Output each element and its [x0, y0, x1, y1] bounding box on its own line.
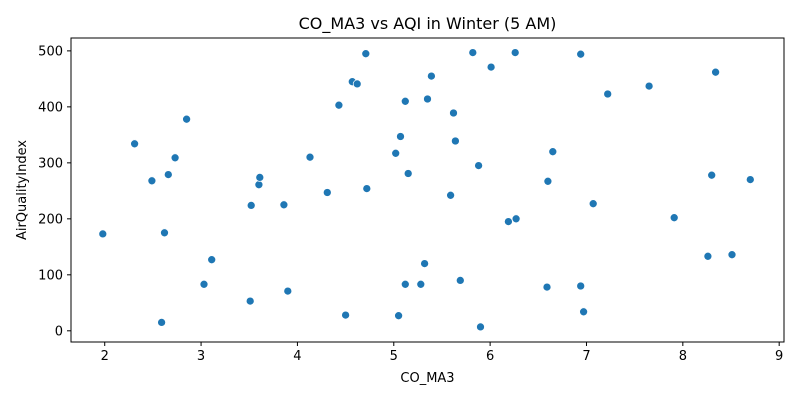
scatter-point-28: [400, 279, 410, 289]
scatter-point-10: [245, 296, 255, 306]
x-axis-ticks: 2 3 4 5 6 7 8 9: [101, 342, 783, 364]
points-layer: [98, 48, 755, 332]
scatter-point-47: [548, 147, 558, 157]
scatter-point-48: [576, 49, 586, 59]
scatter-point-41: [486, 62, 496, 72]
scatter-point-52: [603, 89, 613, 99]
scatter-point-2: [147, 176, 157, 186]
scatter-point-0: [98, 229, 108, 239]
x-tick-label: 7: [582, 349, 590, 364]
scatter-point-43: [510, 48, 520, 57]
x-tick-label: 9: [775, 349, 783, 364]
scatter-point-26: [396, 132, 405, 141]
scatter-point-22: [361, 49, 371, 59]
y-tick-label: 400: [38, 100, 63, 115]
x-tick-label: 2: [101, 349, 109, 364]
x-tick-label: 3: [197, 349, 205, 364]
scatter-point-44: [511, 214, 521, 224]
scatter-point-35: [449, 108, 458, 118]
scatter-point-49: [576, 281, 586, 291]
scatter-point-5: [163, 170, 173, 179]
scatter-point-40: [476, 322, 485, 332]
x-tick-label: 8: [679, 349, 687, 364]
scatter-point-11: [246, 201, 256, 210]
scatter-point-37: [455, 276, 465, 285]
scatter-point-50: [579, 307, 588, 317]
scatter-point-56: [707, 170, 717, 180]
chart-title: CO_MA3 vs AQI in Winter (5 AM): [299, 14, 557, 34]
x-tick-label: 6: [486, 349, 494, 364]
scatter-point-45: [542, 282, 552, 292]
scatter-point-7: [182, 114, 191, 124]
plot-frame: [70, 37, 785, 343]
scatter-point-25: [394, 311, 403, 321]
scatter-point-36: [451, 136, 460, 146]
scatter-point-18: [334, 100, 344, 110]
scatter-point-27: [400, 96, 410, 106]
scatter-point-46: [543, 176, 553, 186]
scatter-point-17: [322, 188, 332, 197]
y-axis-ticks: 0 100 200 300 400 500: [38, 44, 71, 339]
scatter-point-30: [416, 279, 426, 289]
y-tick-label: 0: [55, 324, 63, 339]
scatter-point-58: [727, 250, 737, 260]
scatter-point-34: [446, 190, 455, 200]
x-tick-label: 5: [390, 349, 398, 364]
scatter-point-29: [403, 169, 413, 178]
scatter-point-21: [352, 79, 362, 89]
scatter-point-55: [703, 251, 713, 261]
y-tick-label: 100: [38, 268, 63, 283]
y-axis-label: AirQualityIndex: [15, 140, 30, 240]
y-tick-label: 300: [38, 156, 63, 171]
scatter-point-15: [283, 286, 293, 296]
scatter-point-39: [474, 161, 483, 170]
y-tick-label: 200: [38, 212, 63, 227]
y-tick-label: 500: [38, 44, 63, 59]
scatter-point-8: [199, 279, 209, 289]
x-tick-label: 4: [293, 349, 301, 364]
scatter-point-57: [711, 67, 720, 77]
scatter-point-33: [427, 71, 436, 81]
scatter-point-38: [468, 48, 478, 57]
scatter-point-1: [130, 139, 139, 149]
scatter-point-54: [669, 213, 679, 223]
scatter-point-13: [255, 173, 265, 182]
scatter-point-9: [207, 255, 217, 265]
scatter-point-19: [341, 310, 350, 320]
scatter-point-24: [391, 148, 401, 158]
scatter-point-16: [305, 152, 315, 162]
scatter-point-14: [279, 200, 289, 210]
scatter-point-53: [644, 81, 654, 91]
x-axis-label: CO_MA3: [400, 371, 454, 386]
scatter-point-31: [420, 259, 429, 268]
scatter-point-6: [170, 153, 180, 163]
scatter-point-59: [745, 175, 755, 184]
scatter-point-4: [160, 228, 169, 238]
scatter-point-42: [504, 217, 513, 226]
scatter-point-12: [254, 180, 264, 190]
scatter-point-23: [362, 184, 372, 193]
scatter-point-51: [588, 199, 598, 209]
scatter-point-32: [423, 94, 432, 104]
scatter-point-3: [157, 318, 166, 327]
